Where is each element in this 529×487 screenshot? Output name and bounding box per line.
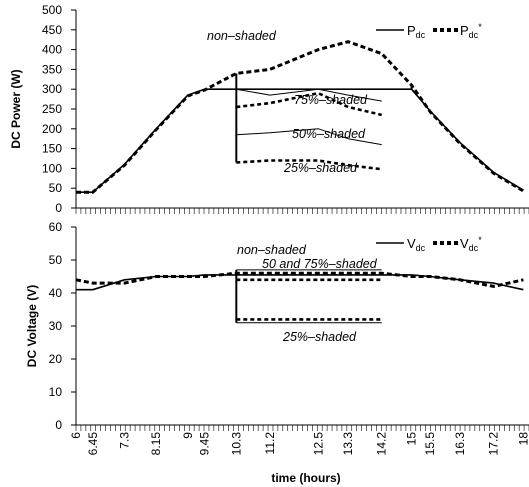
time-x-tick-label: 9.45 xyxy=(198,432,212,456)
power-series-line-4 xyxy=(236,128,382,146)
power-y-tick-label: 350 xyxy=(42,62,62,76)
power-chart: 0 50 100 150 200 250 300 350 400 450 500 DC Power … xyxy=(9,3,529,215)
power-y-tick-label: 0 xyxy=(55,201,62,215)
time-x-tick-label: 13.3 xyxy=(341,432,355,456)
voltage-series-line-0 xyxy=(76,274,524,291)
time-x-tick-label: 15 xyxy=(405,432,419,446)
time-x-tick-label: 6 xyxy=(69,432,83,439)
power-y-tick-label: 300 xyxy=(42,82,62,96)
voltage-legend: Vdc Vdc* xyxy=(376,235,482,253)
voltage-y-axis-title: DC Voltage (V) xyxy=(25,285,39,367)
annotation-50-shaded: 50%–shaded xyxy=(292,127,366,141)
time-x-tick-label: 11.2 xyxy=(263,432,277,455)
power-axis-ticks xyxy=(75,208,529,214)
power-y-tick-label: 400 xyxy=(42,43,62,57)
power-y-tick-label: 100 xyxy=(42,161,62,175)
power-series xyxy=(76,40,525,194)
voltage-y-tick-label: 10 xyxy=(49,385,63,399)
time-x-tick-label: 6.45 xyxy=(86,432,100,456)
power-series-line-5 xyxy=(236,159,382,171)
power-y-tick-label: 150 xyxy=(42,142,62,156)
legend-label-vdc-star: Vdc* xyxy=(460,235,482,253)
voltage-chart: 0 10 20 30 40 50 60 6 6.45 7.3 8.15 9 9.45 10.3 11.2 1… xyxy=(25,220,529,485)
voltage-y-tick-labels: 0 10 20 30 40 50 60 xyxy=(49,220,76,432)
time-x-tick-label: 12.5 xyxy=(311,432,325,456)
voltage-y-tick-label: 0 xyxy=(55,418,62,432)
time-x-tick-label: 7.3 xyxy=(118,432,132,449)
time-x-tick-label: 10.3 xyxy=(229,432,243,456)
power-y-tick-label: 500 xyxy=(42,3,62,17)
legend-label-pdc-star: Pdc* xyxy=(460,22,482,40)
time-x-tick-label: 9 xyxy=(181,432,195,439)
legend-label-vdc: Vdc xyxy=(407,236,426,253)
annotation-non-shaded-voltage: non–shaded xyxy=(237,243,307,257)
time-x-tick-label: 18 xyxy=(516,432,529,446)
power-y-tick-label: 250 xyxy=(42,102,62,116)
annotation-25-shaded-voltage: 25%–shaded xyxy=(282,330,357,344)
power-legend: Pdc Pdc* xyxy=(376,22,482,40)
power-y-axis-title: DC Power (W) xyxy=(9,69,23,148)
power-series-line-3 xyxy=(236,91,382,117)
power-y-tick-labels: 0 50 100 150 200 250 300 350 400 450 500 xyxy=(42,3,76,215)
power-series-line-1 xyxy=(76,40,525,194)
voltage-y-tick-label: 60 xyxy=(49,220,63,234)
power-series-line-2 xyxy=(236,88,382,102)
time-x-tick-label: 15.5 xyxy=(423,432,437,456)
voltage-y-tick-label: 20 xyxy=(49,352,63,366)
time-x-tick-label: 14.2 xyxy=(375,432,389,456)
time-x-tick-label: 17.2 xyxy=(487,432,501,456)
time-x-tick-label: 8.15 xyxy=(149,432,163,456)
annotation-50-75-shaded: 50 and 75%–shaded xyxy=(262,257,378,271)
voltage-y-tick-label: 30 xyxy=(49,319,63,333)
power-y-tick-label: 200 xyxy=(42,122,62,136)
power-y-tick-label: 50 xyxy=(49,181,63,195)
time-x-axis-title: time (hours) xyxy=(271,471,340,485)
time-x-tick-label: 16.3 xyxy=(453,432,467,456)
annotation-non-shaded-power: non–shaded xyxy=(207,29,277,43)
voltage-axis-ticks xyxy=(75,425,529,431)
voltage-y-tick-label: 50 xyxy=(49,253,63,267)
time-x-tick-labels: 6 6.45 7.3 8.15 9 9.45 10.3 11.2 12.5 13.3 14.2 15 1… xyxy=(69,432,529,456)
voltage-y-tick-label: 40 xyxy=(49,286,63,300)
voltage-series xyxy=(75,269,524,324)
power-y-tick-label: 450 xyxy=(42,23,62,37)
legend-label-pdc: Pdc xyxy=(407,23,426,40)
annotation-25-shaded: 25%–shaded xyxy=(283,161,358,175)
voltage-series-line-1 xyxy=(75,271,524,288)
annotation-75-shaded: 75%–shaded xyxy=(294,93,368,107)
